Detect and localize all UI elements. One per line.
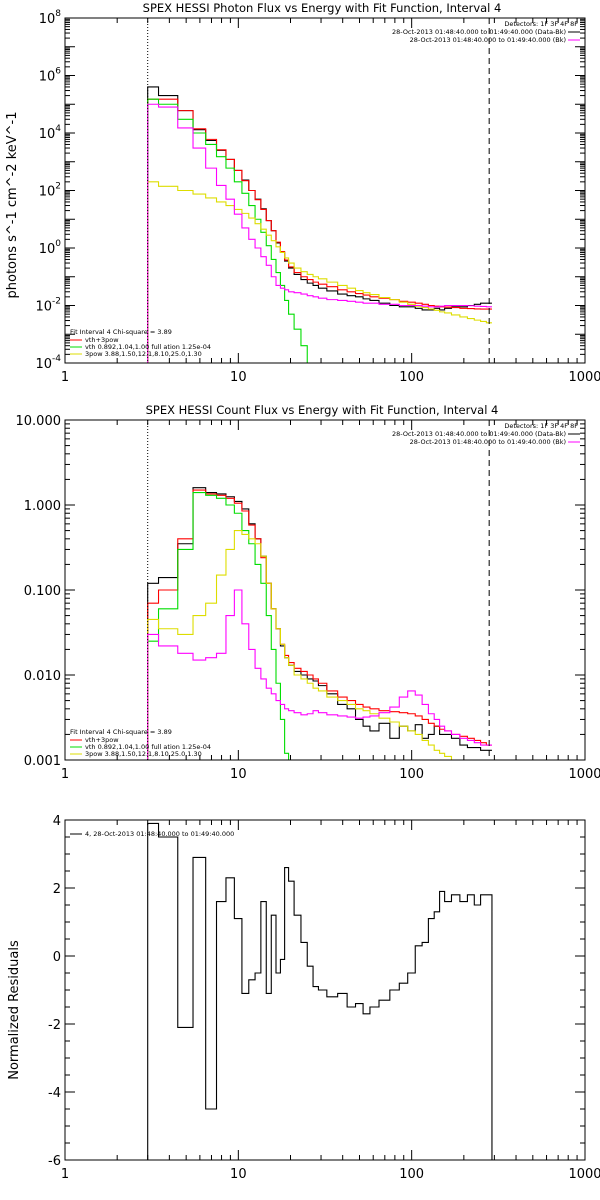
count-flux-legend-3pow: 3pow 3.88,1.50,12.1,8.10,25.0,1.30: [85, 750, 202, 758]
residuals-y-tick-label: -4: [48, 1086, 61, 1101]
photon-flux-legend-data-bk: 28-Oct-2013 01:48:40.000 to 01:49:40.000…: [392, 28, 566, 36]
residuals-y-tick-label: 2: [53, 882, 61, 897]
count-flux-title: SPEX HESSI Count Flux vs Energy with Fit…: [146, 403, 499, 417]
photon-flux-x-tick-label: 1: [61, 370, 69, 385]
residuals-y-tick-label: 4: [53, 814, 61, 829]
residuals-y-tick-label: 0: [53, 950, 61, 965]
photon-flux-legend-bk: 28-Oct-2013 01:48:40.000 to 01:49:40.000…: [410, 36, 566, 44]
count-flux-series-4: [147, 589, 492, 760]
photon-flux-x-tick-label: 10: [230, 370, 247, 385]
count-flux-series-2: [147, 492, 293, 761]
photon-flux-y-tick-label: 106: [39, 67, 62, 85]
photon-flux-vlines: [147, 18, 490, 363]
count-flux-fit-interval-label: Fit Interval 4 Chi-square = 3.89: [70, 728, 172, 736]
count-flux-x-tick-label: 100: [399, 767, 424, 782]
photon-flux-legend-topright: Detectors: 1F 3F 4F 8F 28-Oct-2013 01:48…: [392, 20, 580, 44]
count-flux-x-ticks: 1 10 100 1000: [61, 420, 600, 782]
count-flux-legend-bk: 28-Oct-2013 01:48:40.000 to 01:49:40.000…: [410, 438, 566, 446]
photon-flux-y-tick-label: 10-4: [35, 354, 61, 372]
photon-flux-y-axis-label: photons s^-1 cm^-2 keV^-1: [5, 111, 20, 298]
photon-flux-y-tick-label: 104: [39, 124, 62, 142]
count-flux-legend-data-bk: 28-Oct-2013 01:48:40.000 to 01:49:40.000…: [392, 430, 566, 438]
photon-flux-x-tick-label: 1000: [568, 370, 600, 385]
photon-flux-panel: SPEX HESSI Photon Flux vs Energy with Fi…: [5, 1, 600, 385]
residuals-x-tick-label: 1: [61, 1167, 69, 1182]
count-flux-legend-bottomleft: Fit Interval 4 Chi-square = 3.89 vth+3po…: [70, 728, 211, 758]
photon-flux-title: SPEX HESSI Photon Flux vs Energy with Fi…: [143, 1, 502, 15]
residuals-series: [147, 822, 493, 1160]
photon-flux-x-tick-label: 100: [399, 370, 424, 385]
residuals-y-ticks: -6 -4 -2 0 2 4: [48, 814, 585, 1169]
photon-flux-series: [147, 86, 492, 364]
residuals-panel: Normalized Residuals -6 -4 -2 0 2 4 1 10 100 100…: [7, 814, 600, 1182]
photon-flux-legend-bottomleft: Fit Interval 4 Chi-square = 3.89 vth+3po…: [70, 328, 211, 358]
photon-flux-x-ticks: 1 10 100 1000: [61, 18, 600, 385]
residuals-x-tick-label: 100: [399, 1167, 424, 1182]
residuals-legend: 4, 28-Oct-2013 01:48:40.000 to 01:49:40.…: [70, 830, 234, 838]
count-flux-x-tick-label: 1: [61, 767, 69, 782]
count-flux-legend-vth3pow: vth+3pow: [85, 736, 119, 744]
count-flux-series: [147, 487, 492, 761]
count-flux-series-1: [147, 489, 492, 760]
photon-flux-y-tick-label: 10-2: [35, 297, 61, 315]
residuals-y-tick-label: -2: [48, 1018, 61, 1033]
photon-flux-detectors-label: Detectors: 1F 3F 4F 8F: [504, 20, 578, 28]
count-flux-y-tick-label: 0.001: [24, 754, 61, 769]
photon-flux-legend-vth3pow: vth+3pow: [85, 336, 119, 344]
count-flux-legend-topright: Detectors: 1F 3F 4F 8F 28-Oct-2013 01:48…: [392, 422, 580, 446]
count-flux-detectors-label: Detectors: 1F 3F 4F 8F: [504, 422, 578, 430]
residuals-x-ticks: 1 10 100 1000: [61, 820, 600, 1182]
count-flux-plot-frame: [64, 419, 586, 761]
count-flux-x-tick-label: 10: [230, 767, 247, 782]
count-flux-series-3: [147, 530, 461, 761]
residuals-y-axis-label: Normalized Residuals: [7, 940, 22, 1080]
photon-flux-legend-vth: vth 0.892,1.04,1.00 full ation 1.25e-04: [85, 343, 211, 351]
residuals-x-tick-label: 1000: [568, 1167, 600, 1182]
residuals-x-tick-label: 10: [230, 1167, 247, 1182]
photon-flux-y-ticks: 10-4 10-2 100 102 104 106 108: [35, 9, 585, 372]
count-flux-vlines: [147, 420, 490, 760]
count-flux-y-tick-label: 1.000: [24, 499, 61, 514]
photon-flux-fit-interval-label: Fit Interval 4 Chi-square = 3.89: [70, 328, 172, 336]
residuals-series-0: [147, 822, 493, 1160]
residuals-y-tick-label: -6: [48, 1154, 61, 1169]
photon-flux-series-4: [147, 103, 492, 363]
count-flux-x-tick-label: 1000: [568, 767, 600, 782]
photon-flux-y-tick-label: 100: [39, 239, 62, 257]
photon-flux-y-tick-label: 108: [39, 9, 62, 27]
count-flux-y-tick-label: 0.100: [24, 584, 61, 599]
count-flux-y-tick-label: 10.000: [16, 414, 62, 429]
photon-flux-legend-3pow: 3pow 3.88,1.50,12.1,8.10,25.0,1.30: [85, 350, 202, 358]
photon-flux-plot-frame: [64, 17, 586, 364]
residuals-plot-frame: [64, 819, 586, 1161]
photon-flux-y-tick-label: 102: [39, 182, 61, 200]
count-flux-legend-vth: vth 0.892,1.04,1.00 full ation 1.25e-04: [85, 743, 211, 751]
count-flux-y-tick-label: 0.010: [24, 669, 61, 684]
residuals-legend-label: 4, 28-Oct-2013 01:48:40.000 to 01:49:40.…: [85, 830, 234, 838]
count-flux-panel: SPEX HESSI Count Flux vs Energy with Fit…: [16, 403, 600, 782]
